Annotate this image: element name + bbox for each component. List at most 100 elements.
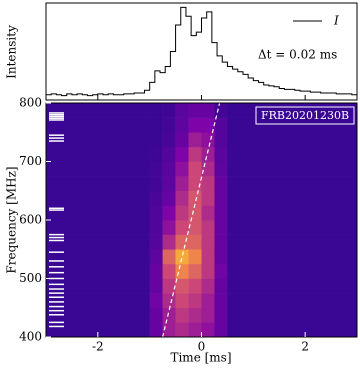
heatmap-cell xyxy=(149,176,163,192)
heatmap-cell xyxy=(201,293,215,309)
heatmap-cell xyxy=(227,176,358,192)
heatmap-cell xyxy=(227,190,358,206)
heatmap-cell xyxy=(149,132,163,148)
heatmap-cell xyxy=(149,278,163,294)
heatmap-cell xyxy=(175,190,189,206)
heatmap-cell xyxy=(162,103,176,118)
heatmap-cell xyxy=(46,176,150,192)
heatmap-cell xyxy=(149,190,163,206)
heatmap-cell xyxy=(175,176,189,192)
heatmap-cell xyxy=(149,249,163,265)
heatmap-cell xyxy=(188,205,202,221)
heatmap-cell xyxy=(175,322,189,338)
heatmap-cell xyxy=(162,190,176,206)
heatmap-cell xyxy=(162,220,176,235)
heatmap-cell xyxy=(149,146,163,162)
heatmap-cell xyxy=(175,278,189,294)
heatmap-cell xyxy=(149,322,163,338)
heatmap-cell xyxy=(175,234,189,250)
heatmap-cell xyxy=(227,117,358,133)
heatmap-cell xyxy=(162,307,176,323)
heatmap-cell xyxy=(227,205,358,221)
heatmap-cell xyxy=(201,249,215,265)
y-axis-label: Intensity xyxy=(5,25,19,79)
heatmap-cell xyxy=(46,234,150,250)
heatmap-cell xyxy=(201,117,215,133)
x-tick-label: 0 xyxy=(198,340,206,354)
y-tick-label: 700 xyxy=(19,154,42,168)
heatmap-cell xyxy=(214,220,228,235)
heatmap-cell xyxy=(188,146,202,162)
heatmap-cell xyxy=(214,234,228,250)
heatmap-cell xyxy=(201,190,215,206)
heatmap-cell xyxy=(162,278,176,294)
heatmap-cell xyxy=(175,293,189,309)
heatmap-cell xyxy=(175,307,189,323)
heatmap-cell xyxy=(162,249,176,265)
heatmap-cell xyxy=(227,293,358,309)
heatmap-cell xyxy=(201,132,215,148)
heatmap-cell xyxy=(175,220,189,235)
heatmap-cell xyxy=(214,249,228,265)
heatmap-cell xyxy=(175,146,189,162)
heatmap-cell xyxy=(149,293,163,309)
heatmap-cell xyxy=(201,322,215,338)
heatmap-cell xyxy=(46,117,150,133)
heatmap-cell xyxy=(46,103,150,118)
dm-line xyxy=(162,102,221,338)
heatmap-cell xyxy=(175,161,189,177)
heatmap-cell xyxy=(188,263,202,279)
label-box xyxy=(255,106,355,125)
heatmap-cell xyxy=(149,307,163,323)
heatmap-cell xyxy=(149,103,163,118)
heatmap-cell xyxy=(188,103,202,118)
heatmap-cell xyxy=(162,117,176,133)
heatmap-cell xyxy=(162,205,176,221)
heatmap-cell xyxy=(201,234,215,250)
heatmap-cell xyxy=(175,132,189,148)
heatmap-cell xyxy=(162,161,176,177)
y-axis-label: Frequency [MHz] xyxy=(5,166,19,273)
heatmap-cell xyxy=(162,176,176,192)
heatmap-cell xyxy=(149,117,163,133)
y-tick-label: 800 xyxy=(19,96,42,110)
heatmap-cell xyxy=(214,190,228,206)
heatmap-cell xyxy=(188,220,202,235)
heatmap-cell xyxy=(201,205,215,221)
heatmap-cell xyxy=(227,322,358,338)
heatmap-cell xyxy=(162,293,176,309)
y-tick-label: 400 xyxy=(19,330,42,344)
heatmap-cell xyxy=(46,146,150,162)
heatmap-cell xyxy=(227,132,358,148)
heatmap-cell xyxy=(46,307,150,323)
annotation: Δt = 0.02 ms xyxy=(258,48,337,62)
heatmap-cell xyxy=(175,103,189,118)
heatmap-cell xyxy=(46,205,150,221)
heatmap-cell xyxy=(46,263,150,279)
heatmap-cell xyxy=(46,278,150,294)
heatmap-cell xyxy=(227,161,358,177)
heatmap-cell xyxy=(162,263,176,279)
heatmap-cell xyxy=(188,322,202,338)
heatmap-cell xyxy=(149,161,163,177)
heatmap-cell xyxy=(149,220,163,235)
heatmap-cell xyxy=(214,322,228,338)
heatmap-cell xyxy=(201,146,215,162)
heatmap-cell xyxy=(188,293,202,309)
heatmap-cell xyxy=(201,176,215,192)
heatmap-cell xyxy=(214,103,228,118)
heatmap-cell xyxy=(46,249,150,265)
heatmap-cell xyxy=(162,146,176,162)
heatmap-cell xyxy=(149,234,163,250)
x-tick-label: -2 xyxy=(92,340,104,354)
heatmap-cell xyxy=(188,117,202,133)
heatmap-cell xyxy=(188,190,202,206)
heatmap-cell xyxy=(227,278,358,294)
heatmap-cell xyxy=(201,220,215,235)
heatmap-cell xyxy=(46,322,150,338)
heatmap-cell xyxy=(188,176,202,192)
heatmap-cell xyxy=(175,249,189,265)
heatmap-cell xyxy=(162,322,176,338)
heatmap-cell xyxy=(214,176,228,192)
